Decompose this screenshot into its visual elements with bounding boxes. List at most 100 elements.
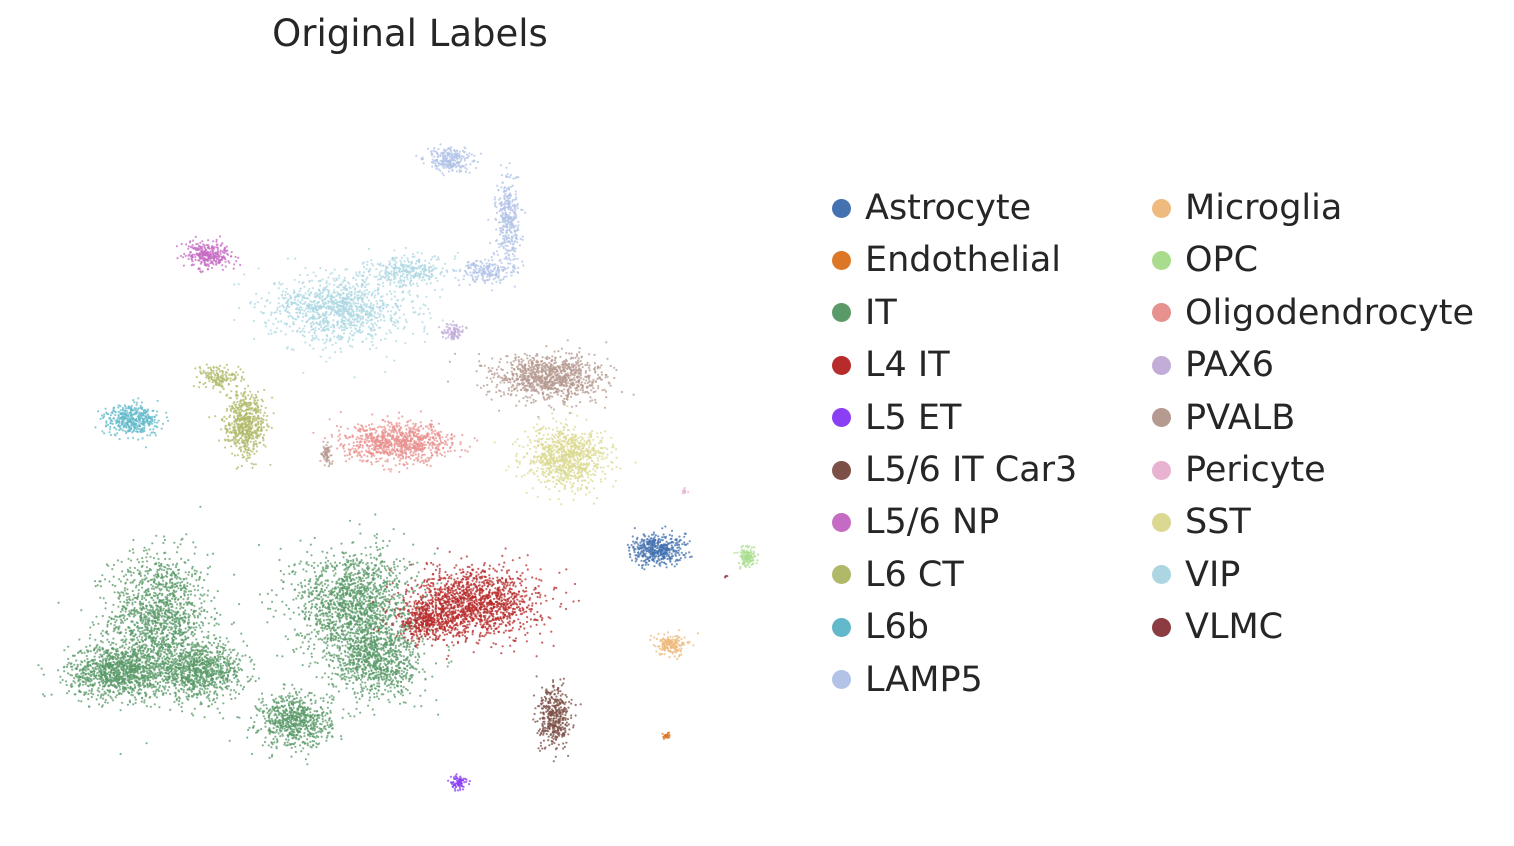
cell-point (109, 683, 112, 686)
cell-point (71, 668, 74, 671)
cell-point (150, 644, 153, 648)
cell-point (219, 673, 222, 676)
cell-point (211, 677, 214, 680)
cell-point (153, 667, 156, 670)
cell-point (228, 739, 231, 742)
cell-point (234, 691, 237, 694)
cell-point (163, 625, 166, 629)
cell-point (288, 700, 291, 703)
cell-point (152, 662, 155, 665)
cell-point (207, 697, 210, 700)
cell-point (132, 635, 135, 638)
cell-point (322, 619, 326, 622)
cell-point (101, 704, 104, 707)
cell-point (186, 584, 189, 588)
cell-point (182, 621, 186, 624)
cell-point (302, 568, 305, 571)
cell-point (103, 671, 106, 674)
cell-point (321, 720, 325, 723)
cell-point (292, 743, 296, 746)
cell-point (356, 614, 360, 617)
cluster-it (228, 683, 356, 766)
cell-point (133, 566, 136, 570)
cell-point (216, 707, 219, 710)
cell-point (120, 639, 123, 642)
cell-point (302, 723, 305, 726)
cell-point (357, 674, 360, 677)
cell-point (74, 681, 77, 684)
cell-point (203, 690, 206, 693)
cell-point (281, 655, 284, 658)
cell-point (346, 579, 349, 583)
cell-point (142, 668, 145, 671)
cell-point (237, 662, 240, 666)
cell-point (77, 699, 80, 702)
cell-point (307, 640, 310, 643)
cell-point (386, 544, 389, 548)
cell-point (99, 659, 102, 663)
cell-point (200, 602, 203, 605)
cell-point (166, 649, 169, 652)
cell-point (228, 648, 231, 651)
cell-point (330, 722, 333, 725)
cell-point (167, 672, 170, 676)
cell-point (340, 542, 343, 545)
cell-point (276, 741, 279, 744)
cell-point (145, 664, 148, 668)
cell-point (263, 740, 267, 744)
cell-point (141, 560, 144, 563)
cell-point (144, 618, 147, 621)
cell-point (310, 631, 313, 634)
cell-point (148, 592, 152, 596)
cell-point (97, 681, 100, 684)
cell-point (333, 602, 336, 606)
cell-point (75, 667, 78, 670)
cell-point (132, 703, 135, 706)
cell-point (172, 679, 175, 682)
cell-point (221, 676, 224, 679)
cell-point (292, 611, 295, 614)
cell-point (219, 668, 222, 671)
cell-point (148, 604, 152, 607)
cell-point (142, 684, 145, 687)
cell-point (316, 725, 319, 729)
cell-point (257, 729, 260, 732)
cell-point (131, 603, 134, 606)
cell-point (294, 750, 297, 754)
cell-point (164, 604, 167, 608)
cell-point (99, 694, 103, 698)
cell-point (190, 626, 193, 629)
cell-point (155, 582, 158, 586)
cell-point (168, 599, 171, 602)
cell-point (128, 610, 131, 613)
cell-point (141, 630, 144, 633)
cell-point (158, 568, 161, 571)
cell-point (149, 555, 152, 558)
cell-point (172, 630, 175, 633)
cell-point (193, 674, 196, 677)
cell-point (299, 539, 302, 542)
cell-point (393, 578, 396, 581)
cell-point (156, 618, 159, 622)
cell-point (163, 655, 166, 658)
cell-point (69, 673, 72, 676)
cell-point (266, 592, 269, 596)
cell-point (188, 627, 191, 630)
cell-point (193, 616, 196, 619)
cell-point (170, 615, 173, 619)
cell-point (182, 611, 185, 614)
cell-point (138, 611, 141, 615)
cell-point (292, 733, 295, 736)
cell-point (65, 683, 68, 687)
cell-point (194, 572, 197, 575)
cell-point (122, 617, 125, 620)
cell-point (218, 650, 222, 654)
cell-point (335, 620, 338, 623)
cell-point (388, 594, 391, 597)
cell-point (173, 541, 176, 544)
cell-point (264, 722, 267, 725)
cell-point (191, 641, 194, 644)
cell-point (404, 582, 407, 585)
cell-point (331, 727, 334, 730)
cell-point (200, 610, 203, 613)
